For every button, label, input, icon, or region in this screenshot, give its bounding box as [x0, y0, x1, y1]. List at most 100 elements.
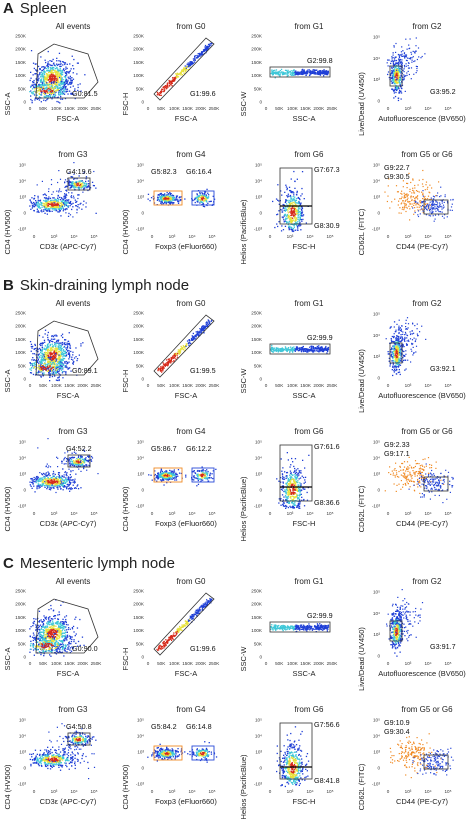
density-point — [283, 229, 284, 230]
density-point — [33, 82, 34, 83]
point-g6 — [420, 213, 421, 214]
density-point — [182, 348, 183, 349]
density-point — [63, 365, 64, 366]
point-g5 — [404, 206, 405, 207]
density-point — [38, 200, 39, 201]
point-g6 — [452, 210, 453, 211]
density-point — [64, 343, 65, 344]
points-layer — [272, 171, 309, 232]
density-point — [300, 218, 301, 219]
density-point — [179, 197, 180, 198]
density-point — [47, 335, 48, 336]
density-point — [285, 70, 286, 71]
density-point — [65, 351, 66, 352]
density-point — [200, 54, 201, 55]
density-point — [60, 68, 61, 69]
point-g5 — [410, 197, 411, 198]
density-point — [52, 362, 53, 363]
density-point — [148, 199, 149, 200]
density-point — [288, 222, 289, 223]
density-point — [284, 221, 285, 222]
density-point — [42, 347, 43, 348]
density-point — [171, 202, 172, 203]
point-g5 — [417, 198, 418, 199]
point-g6 — [418, 216, 419, 217]
y-tick-label: 0 — [377, 211, 380, 216]
density-point — [55, 93, 56, 94]
point-g5 — [394, 199, 395, 200]
density-point — [396, 79, 397, 80]
panel-title: from G0 — [146, 22, 236, 31]
section-name: Skin-draining lymph node — [20, 277, 189, 294]
density-point — [59, 188, 60, 189]
density-point — [51, 341, 52, 342]
density-point — [71, 185, 72, 186]
density-point — [58, 359, 59, 360]
density-point — [406, 66, 407, 67]
density-point — [47, 93, 48, 94]
density-point — [409, 74, 410, 75]
density-point — [80, 343, 81, 344]
point-g5 — [409, 219, 410, 220]
gate-label: G0:89.1 — [72, 366, 98, 375]
density-point — [404, 66, 405, 67]
point-g5 — [398, 204, 399, 205]
density-point — [292, 220, 293, 221]
point-g5 — [402, 209, 403, 210]
density-point — [196, 331, 197, 332]
density-point — [66, 208, 67, 209]
density-point — [157, 200, 158, 201]
density-point — [297, 221, 298, 222]
point-g5 — [414, 207, 415, 208]
point-g5 — [425, 184, 426, 185]
density-point — [395, 63, 396, 64]
panel-title: All events — [28, 299, 118, 308]
density-point — [46, 205, 47, 206]
density-point — [46, 201, 47, 202]
density-point — [65, 75, 66, 76]
density-point — [61, 81, 62, 82]
density-point — [195, 336, 196, 337]
point-g5 — [388, 185, 389, 186]
density-point — [76, 201, 77, 202]
density-point — [398, 100, 399, 101]
density-point — [151, 197, 152, 198]
density-point — [188, 62, 189, 63]
point-g5 — [422, 170, 423, 171]
density-point — [184, 73, 185, 74]
density-point — [51, 179, 52, 180]
density-point — [36, 202, 37, 203]
density-point — [71, 197, 72, 198]
point-g5 — [406, 207, 407, 208]
density-point — [44, 213, 45, 214]
density-point — [65, 366, 66, 367]
density-point — [299, 199, 300, 200]
point-g5 — [403, 200, 404, 201]
density-point — [73, 196, 74, 197]
density-point — [56, 67, 57, 68]
density-point — [201, 328, 202, 329]
density-point — [398, 70, 399, 71]
density-point — [207, 203, 208, 204]
gate-label: G3:95.2 — [430, 87, 456, 96]
y-tick-label: 10⁴ — [137, 179, 144, 184]
density-point — [201, 196, 202, 197]
density-point — [44, 340, 45, 341]
density-point — [50, 347, 51, 348]
point-g5 — [420, 209, 421, 210]
density-point — [301, 71, 302, 72]
density-point — [52, 93, 53, 94]
density-point — [397, 88, 398, 89]
density-point — [54, 208, 55, 209]
density-point — [38, 202, 39, 203]
density-point — [167, 192, 168, 193]
density-point — [278, 210, 279, 211]
y-tick-label: 10³ — [255, 195, 262, 200]
density-point — [77, 206, 78, 207]
density-point — [206, 324, 207, 325]
density-point — [50, 345, 51, 346]
density-point — [206, 194, 207, 195]
